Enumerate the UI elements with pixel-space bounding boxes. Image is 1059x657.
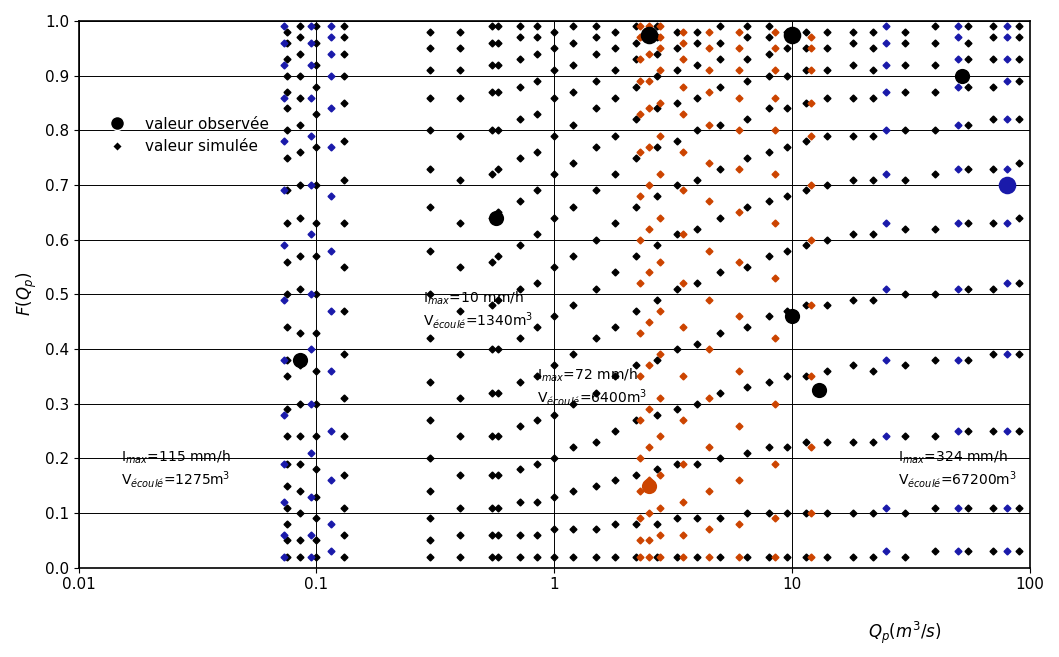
Legend: valeur observée, valeur simulée: valeur observée, valeur simulée (96, 110, 275, 160)
Point (998, 180, 1015, 191)
Text: I$_{max}$=72 mm/h
V$_{écoulé}$=6400m$^3$: I$_{max}$=72 mm/h V$_{écoulé}$=6400m$^3$ (537, 367, 647, 408)
Text: I$_{max}$=10 mm/h
V$_{écoulé}$=1340m$^3$: I$_{max}$=10 mm/h V$_{écoulé}$=1340m$^3$ (423, 290, 533, 332)
Point (641, 480, 658, 491)
Text: I$_{max}$=115 mm/h
V$_{écoulé}$=1275m$^3$: I$_{max}$=115 mm/h V$_{écoulé}$=1275m$^3… (121, 449, 230, 490)
Point (487, 212, 504, 223)
Point (953, 70, 970, 81)
Y-axis label: $F(Q_p)$: $F(Q_p)$ (15, 272, 39, 317)
Point (641, 30, 658, 40)
Point (784, 30, 801, 40)
Point (784, 311, 801, 321)
Point (291, 355, 308, 365)
Text: $Q_p(m^3/s)$: $Q_p(m^3/s)$ (868, 620, 943, 646)
Point (810, 385, 827, 396)
Text: I$_{max}$=324 mm/h
V$_{écoulé}$=67200m$^3$: I$_{max}$=324 mm/h V$_{écoulé}$=67200m$^… (898, 449, 1017, 490)
